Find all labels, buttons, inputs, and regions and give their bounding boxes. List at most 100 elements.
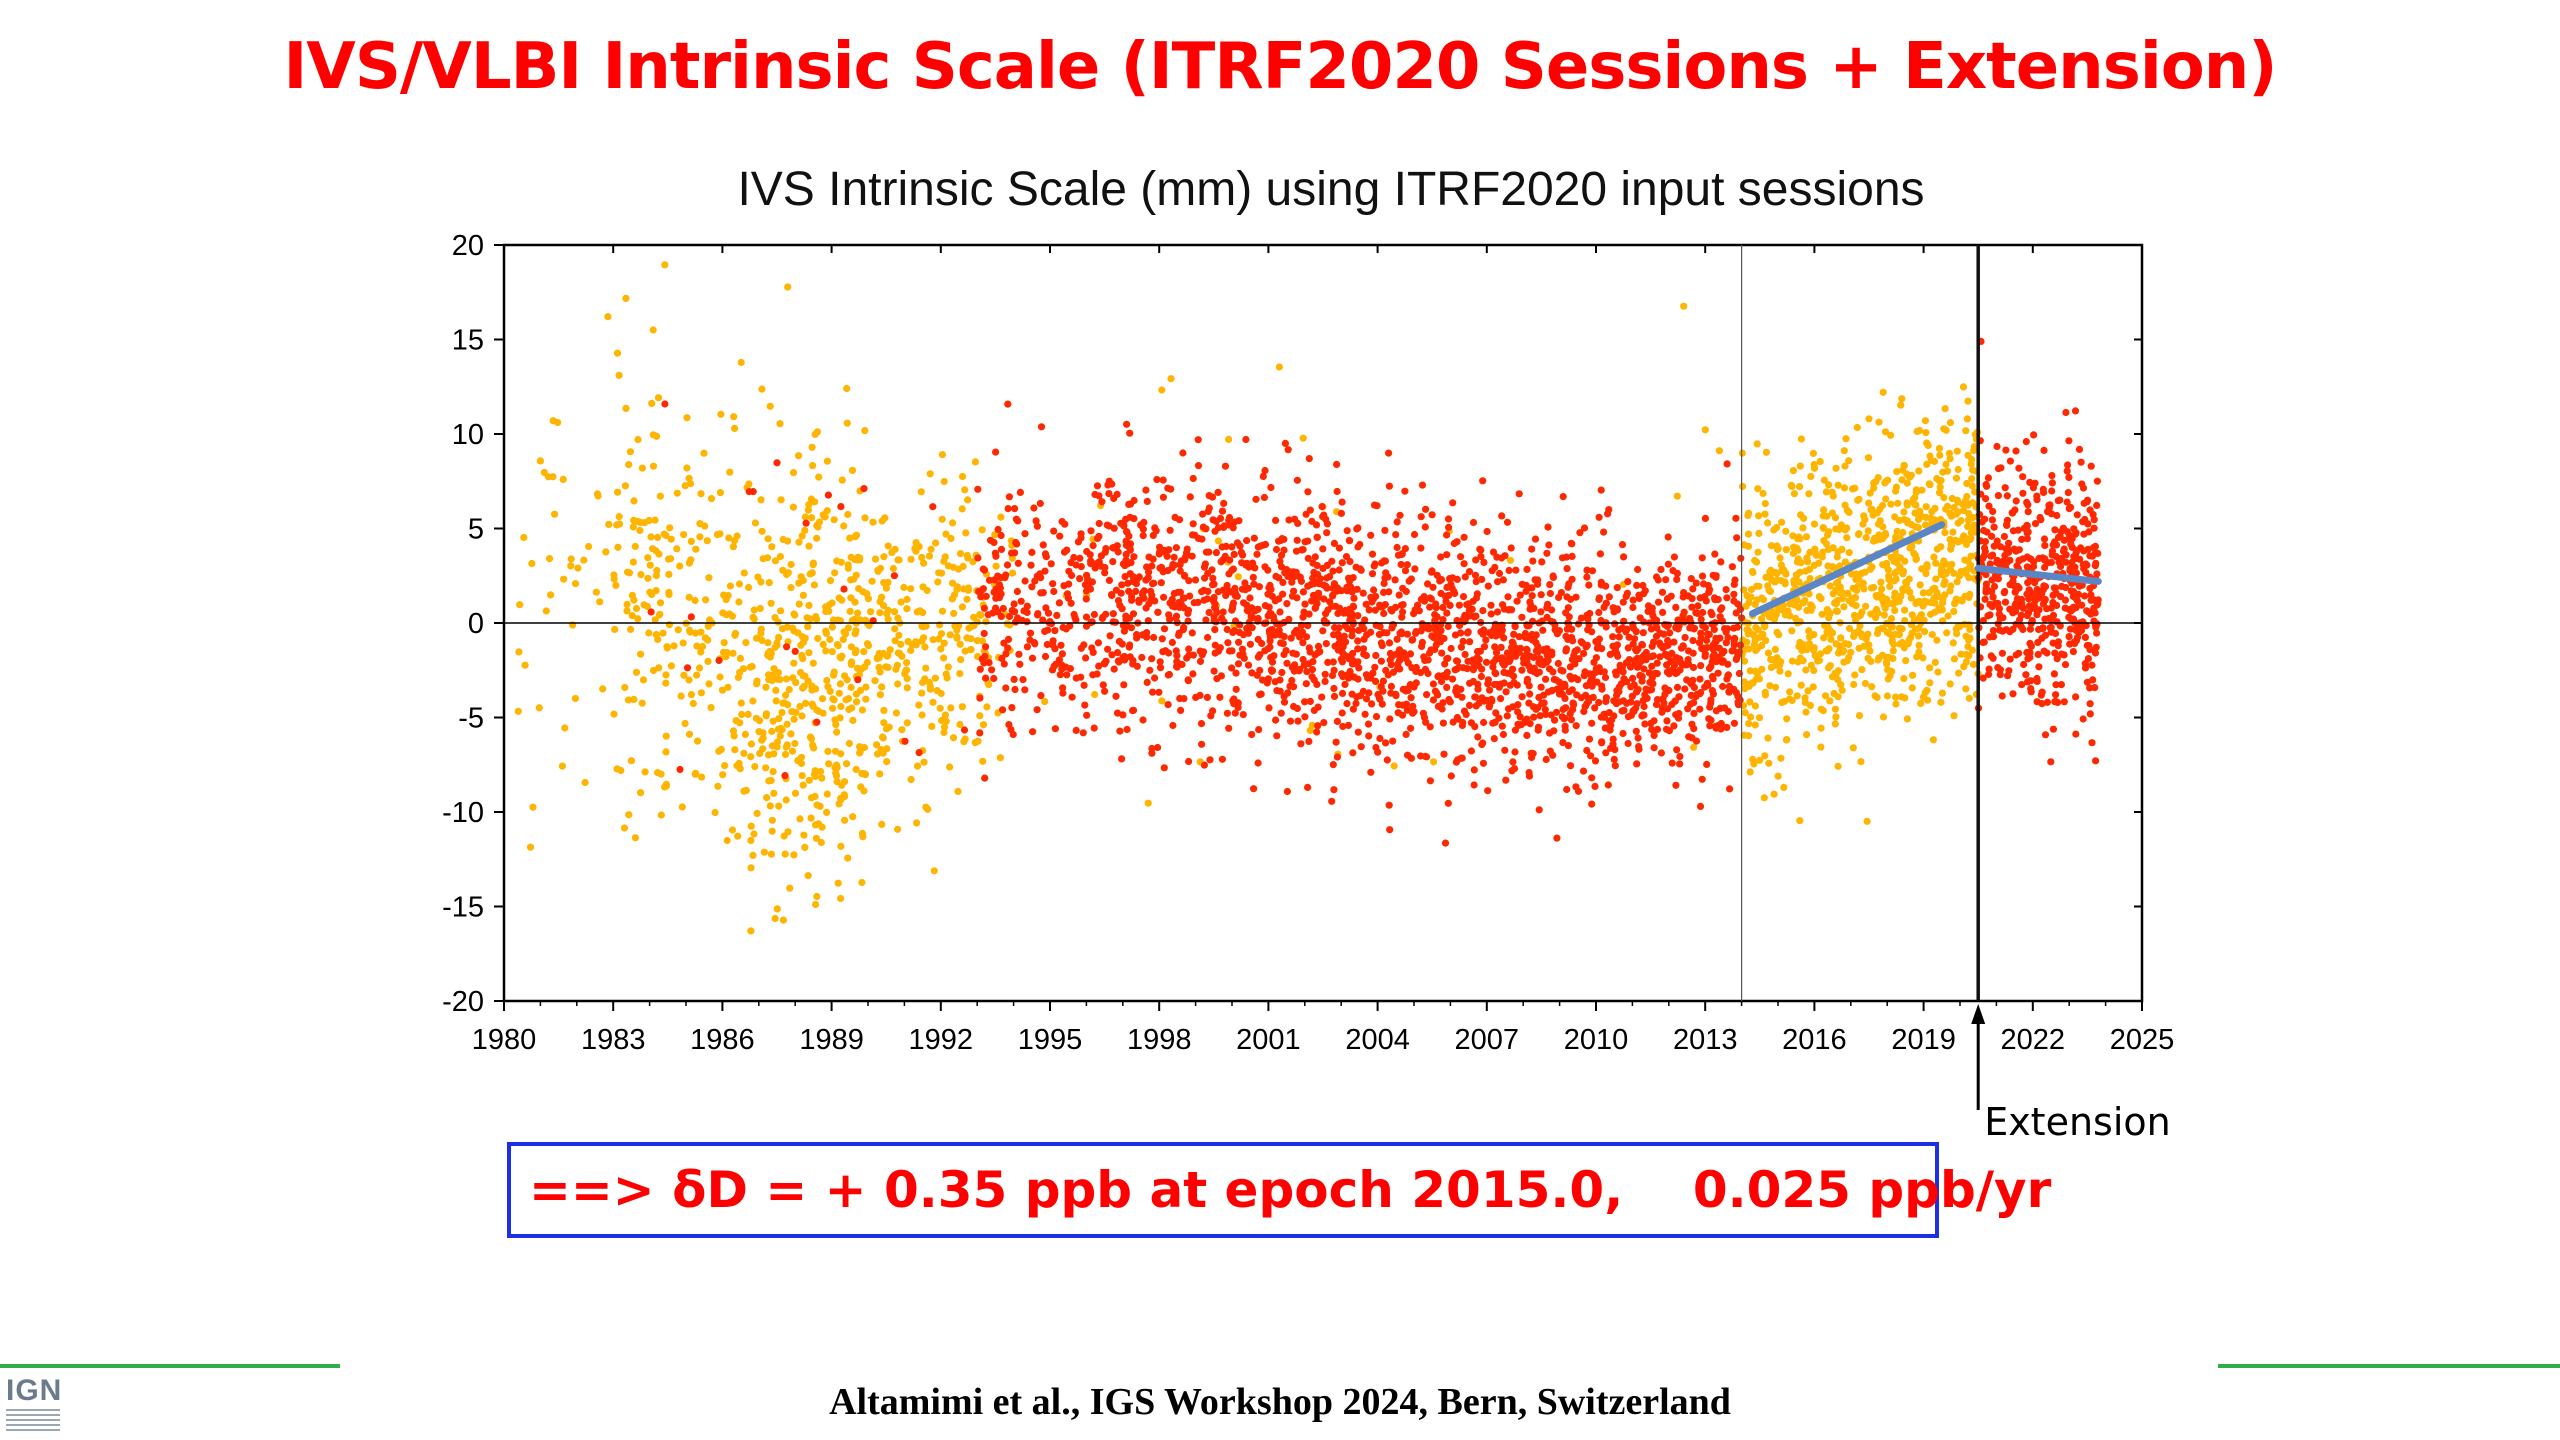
data-point-red: [1613, 605, 1621, 613]
data-point-red: [2009, 690, 2017, 698]
data-point-red: [1641, 720, 1649, 728]
data-point-orange: [645, 629, 653, 637]
x-tick-label: 2025: [2110, 1024, 2175, 1056]
data-point-red: [1354, 658, 1362, 666]
data-point-red: [1552, 676, 1561, 684]
plot-points: [514, 261, 2102, 935]
data-point-red: [2052, 691, 2060, 699]
data-point-red: [1386, 826, 1394, 834]
data-point-red: [1714, 669, 1722, 677]
data-point-red: [1612, 700, 1620, 708]
data-point-red: [1544, 523, 1552, 531]
data-point-red: [1093, 482, 1102, 490]
data-point-orange: [726, 468, 734, 476]
data-point-red: [1023, 608, 1031, 617]
data-point-orange: [982, 618, 990, 626]
data-point-red: [1135, 596, 1143, 605]
data-point-orange: [1946, 587, 1954, 595]
data-point-red: [1165, 546, 1173, 554]
data-point-red: [1515, 633, 1523, 641]
data-point-orange: [567, 555, 575, 563]
data-point-orange: [861, 427, 869, 435]
data-point-red: [2083, 496, 2092, 504]
data-point-red: [1999, 627, 2007, 635]
data-point-red: [1576, 529, 1584, 537]
data-point-red: [1350, 594, 1358, 602]
data-point-orange: [938, 607, 947, 615]
data-point-orange: [707, 495, 716, 503]
data-point-red: [1704, 581, 1712, 590]
data-point-red: [2081, 592, 2089, 600]
data-point-orange: [912, 547, 920, 555]
data-point-red: [1126, 653, 1134, 661]
data-point-orange: [1823, 512, 1831, 520]
data-point-red: [1002, 684, 1010, 692]
data-point-red: [1077, 673, 1085, 681]
data-point-orange: [1931, 658, 1939, 667]
data-point-orange: [927, 545, 935, 553]
data-point-red: [1479, 739, 1487, 747]
data-point-red: [1635, 591, 1643, 599]
data-point-orange: [1741, 709, 1749, 717]
data-point-orange: [944, 663, 952, 671]
data-point-red: [1717, 606, 1725, 614]
data-point-red: [1573, 646, 1581, 654]
data-point-red: [1276, 608, 1284, 616]
data-point-red: [1509, 758, 1517, 766]
data-point-orange: [1776, 667, 1784, 675]
data-point-orange: [558, 762, 567, 770]
data-point-red: [2006, 556, 2014, 564]
data-point-orange: [614, 488, 622, 496]
data-point-red: [1438, 649, 1446, 657]
data-point-orange: [536, 457, 545, 465]
data-point-red: [2073, 591, 2081, 599]
data-point-red: [1059, 684, 1067, 692]
data-point-red: [1223, 709, 1231, 717]
data-point-red: [2024, 508, 2032, 516]
data-point-orange: [736, 654, 745, 663]
data-point-red: [1016, 488, 1024, 496]
data-point-red: [1437, 634, 1445, 642]
data-point-red: [1444, 515, 1453, 523]
data-point-red: [1994, 575, 2002, 583]
data-point-orange: [1777, 754, 1785, 762]
data-point-red: [1214, 488, 1222, 496]
data-point-orange: [1849, 744, 1857, 752]
data-point-red: [1458, 754, 1466, 762]
data-point-orange: [662, 671, 670, 679]
data-point-orange: [1901, 557, 1909, 565]
data-point-orange: [930, 867, 938, 875]
data-point-orange: [757, 496, 765, 504]
data-point-red: [1402, 730, 1410, 739]
data-point-red: [1281, 439, 1289, 447]
data-point-orange: [777, 607, 785, 615]
data-point-orange: [802, 699, 810, 707]
data-point-red: [1387, 606, 1395, 614]
data-point-orange: [772, 697, 780, 705]
data-point-red: [1361, 710, 1369, 718]
data-point-orange: [1946, 509, 1954, 517]
data-point-red: [1554, 659, 1562, 668]
data-point-orange: [1885, 575, 1893, 584]
data-point-orange: [938, 451, 947, 459]
data-point-orange: [1897, 693, 1906, 701]
data-point-red: [1212, 618, 1220, 626]
data-point-orange: [1892, 533, 1900, 541]
data-point-orange: [693, 642, 701, 650]
data-point-red: [1673, 683, 1682, 692]
data-point-orange: [809, 561, 817, 569]
data-point-red: [1722, 639, 1730, 647]
data-point-red: [1695, 639, 1704, 647]
data-point-orange: [1865, 415, 1873, 423]
data-point-red: [1098, 498, 1106, 506]
data-point-red: [1538, 700, 1546, 708]
data-point-orange: [1814, 657, 1822, 665]
data-point-red: [2015, 464, 2023, 472]
data-point-red: [1588, 567, 1597, 575]
data-point-orange: [1830, 689, 1838, 698]
data-point-red: [1465, 568, 1474, 576]
data-point-orange: [1954, 498, 1962, 506]
data-point-red: [1386, 715, 1394, 723]
data-point-orange: [947, 534, 955, 543]
data-point-red: [1226, 556, 1234, 564]
